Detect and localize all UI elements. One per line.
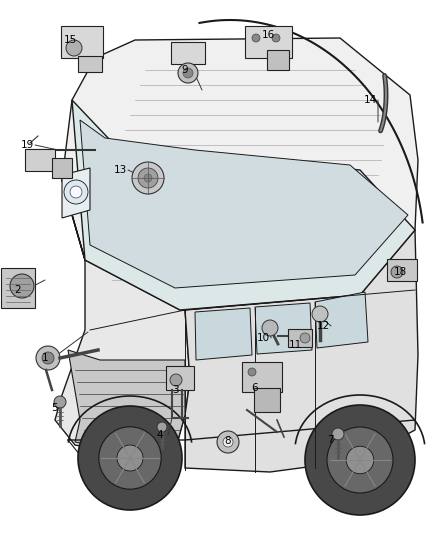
- Circle shape: [66, 40, 82, 56]
- Circle shape: [64, 180, 88, 204]
- Circle shape: [223, 437, 233, 447]
- Text: 2: 2: [15, 285, 21, 295]
- Polygon shape: [68, 350, 185, 453]
- Polygon shape: [195, 308, 252, 360]
- Circle shape: [262, 320, 278, 336]
- Text: 12: 12: [316, 321, 330, 331]
- Polygon shape: [80, 120, 408, 288]
- FancyBboxPatch shape: [242, 362, 282, 392]
- Circle shape: [54, 396, 66, 408]
- Text: 5: 5: [52, 403, 58, 413]
- Text: 19: 19: [21, 140, 34, 150]
- Circle shape: [312, 306, 328, 322]
- FancyBboxPatch shape: [52, 158, 72, 178]
- FancyBboxPatch shape: [171, 42, 205, 64]
- Circle shape: [132, 162, 164, 194]
- FancyBboxPatch shape: [387, 259, 417, 281]
- Text: 3: 3: [172, 385, 178, 395]
- FancyBboxPatch shape: [78, 56, 102, 72]
- Polygon shape: [185, 230, 418, 472]
- FancyBboxPatch shape: [1, 268, 35, 308]
- Circle shape: [272, 34, 280, 42]
- Circle shape: [217, 431, 239, 453]
- FancyBboxPatch shape: [25, 149, 55, 171]
- Circle shape: [138, 168, 158, 188]
- Circle shape: [332, 428, 344, 440]
- Circle shape: [252, 34, 260, 42]
- Polygon shape: [62, 168, 90, 218]
- Circle shape: [391, 266, 403, 278]
- Text: 8: 8: [225, 436, 231, 446]
- Polygon shape: [55, 180, 190, 455]
- Circle shape: [178, 63, 198, 83]
- Polygon shape: [255, 303, 312, 354]
- Circle shape: [327, 427, 393, 493]
- Circle shape: [300, 333, 310, 343]
- Circle shape: [117, 445, 143, 471]
- Text: 4: 4: [157, 430, 163, 440]
- FancyBboxPatch shape: [267, 50, 289, 70]
- Circle shape: [78, 406, 182, 510]
- Text: 11: 11: [288, 340, 302, 350]
- Circle shape: [183, 68, 193, 78]
- Text: 14: 14: [364, 95, 377, 105]
- Polygon shape: [72, 100, 415, 310]
- Circle shape: [99, 427, 161, 489]
- Text: 15: 15: [64, 35, 77, 45]
- Text: 18: 18: [393, 267, 406, 277]
- Circle shape: [70, 186, 82, 198]
- FancyBboxPatch shape: [61, 26, 103, 58]
- Text: 10: 10: [256, 333, 269, 343]
- FancyBboxPatch shape: [254, 388, 280, 412]
- FancyBboxPatch shape: [244, 26, 292, 58]
- Text: 6: 6: [252, 383, 258, 393]
- Circle shape: [42, 352, 54, 364]
- FancyBboxPatch shape: [166, 366, 194, 390]
- Text: 16: 16: [261, 30, 275, 40]
- Circle shape: [10, 274, 34, 298]
- Polygon shape: [62, 38, 418, 310]
- Text: 13: 13: [113, 165, 127, 175]
- Text: 7: 7: [327, 435, 333, 445]
- Text: 1: 1: [42, 353, 48, 363]
- Circle shape: [157, 422, 167, 432]
- Text: 9: 9: [182, 65, 188, 75]
- Circle shape: [248, 368, 256, 376]
- Circle shape: [36, 346, 60, 370]
- Circle shape: [305, 405, 415, 515]
- FancyBboxPatch shape: [288, 329, 312, 347]
- Polygon shape: [315, 292, 368, 348]
- Circle shape: [346, 446, 374, 474]
- Circle shape: [170, 374, 182, 386]
- Circle shape: [144, 174, 152, 182]
